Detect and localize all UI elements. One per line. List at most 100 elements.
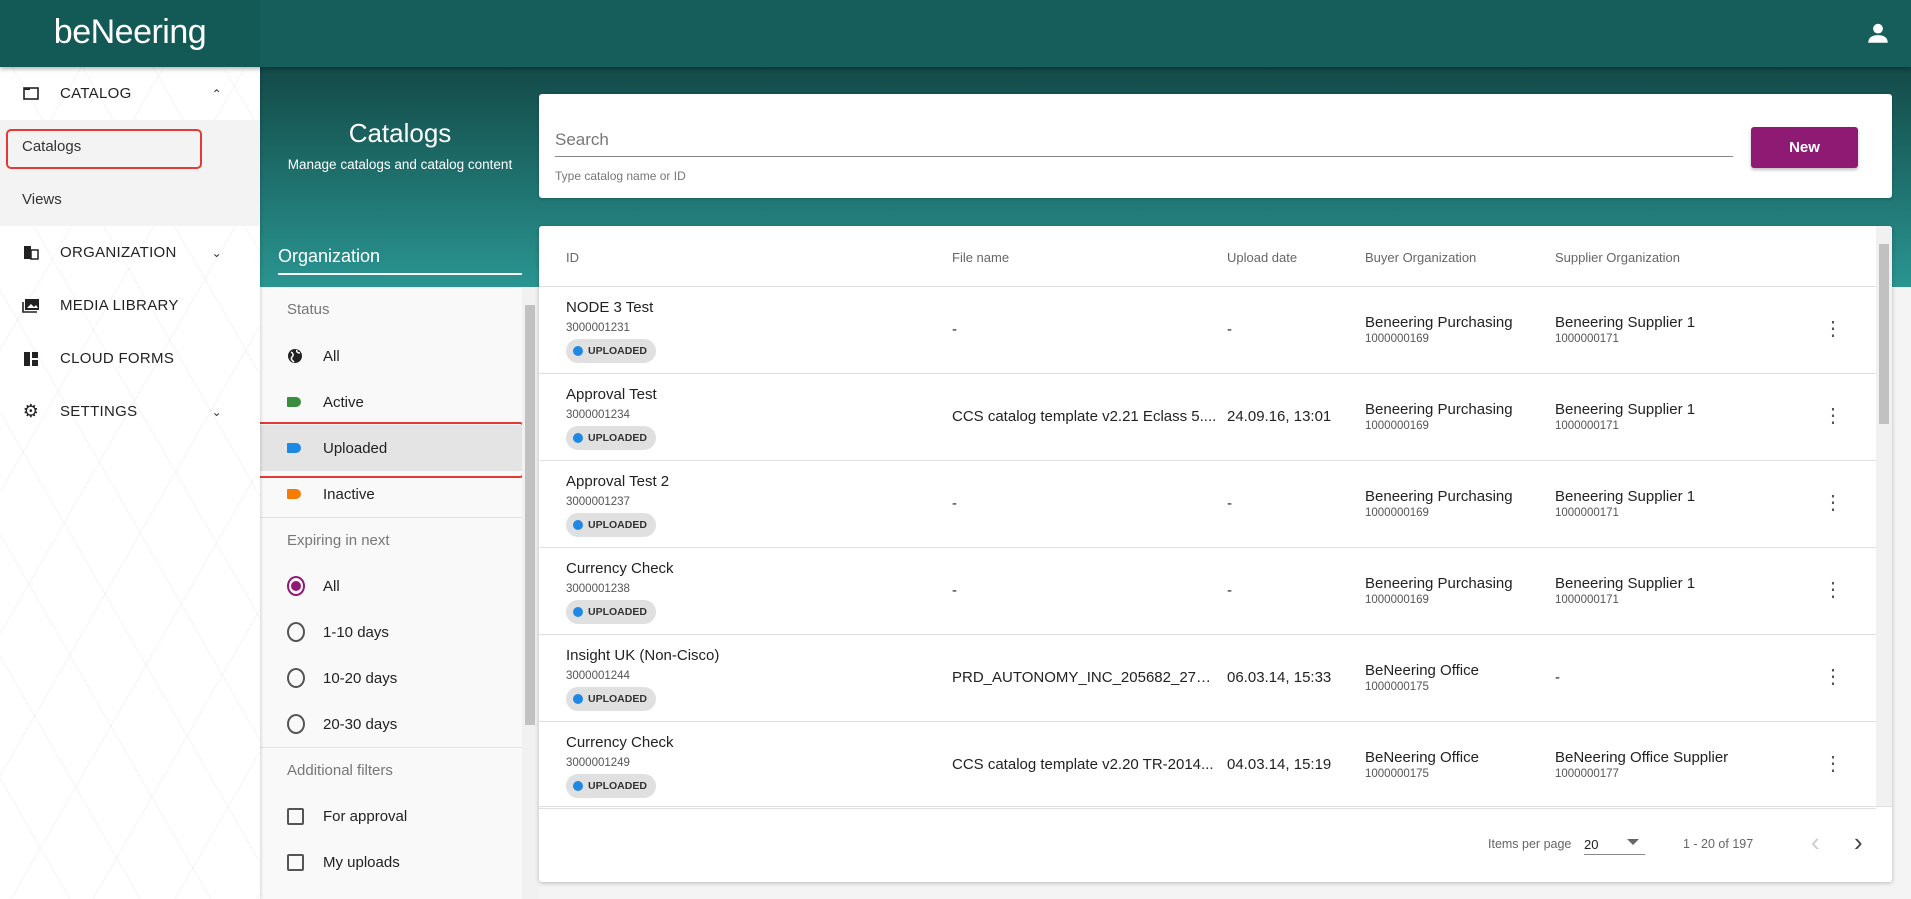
- status-filter-label: Active: [323, 393, 364, 411]
- more-options-icon[interactable]: ⋮: [1823, 666, 1843, 688]
- supplier-id: 1000000171: [1555, 594, 1619, 606]
- table-scrollbar[interactable]: [1876, 226, 1892, 806]
- status-filter-uploaded[interactable]: Uploaded: [260, 422, 522, 478]
- next-page-button[interactable]: ›: [1854, 827, 1863, 857]
- sidebar-item-label: CATALOG: [60, 85, 132, 102]
- table-row[interactable]: Approval Test 3000001234 UPLOADED CCS catal…: [539, 374, 1876, 461]
- upload-date: 04.03.14, 15:19: [1227, 756, 1332, 773]
- table-row[interactable]: Currency Check 3000001238 UPLOADED - - Beneer…: [539, 548, 1876, 635]
- user-account-icon[interactable]: [1865, 20, 1891, 46]
- expiring-radio-10-20[interactable]: 10-20 days: [260, 655, 522, 701]
- catalog-name[interactable]: NODE 3 Test: [566, 299, 654, 316]
- my-uploads-checkbox[interactable]: My uploads: [260, 839, 522, 885]
- expiring-radio-all[interactable]: All: [260, 563, 522, 609]
- new-catalog-button[interactable]: New: [1751, 127, 1858, 168]
- radio-checked-icon[interactable]: [287, 576, 305, 596]
- sidebar-item-catalogs[interactable]: Catalogs: [0, 120, 260, 173]
- catalog-id: 3000001234: [566, 409, 630, 421]
- buyer-id: 1000000169: [1365, 420, 1429, 432]
- sidebar-item-cloud-forms[interactable]: CLOUD FORMS: [0, 332, 260, 385]
- supplier-id: 1000000177: [1555, 768, 1619, 780]
- file-name: -: [952, 321, 957, 338]
- catalog-id: 3000001244: [566, 670, 630, 682]
- more-options-icon[interactable]: ⋮: [1823, 579, 1843, 601]
- sidebar-item-media-library[interactable]: MEDIA LIBRARY: [0, 279, 260, 332]
- checkbox-icon[interactable]: [287, 807, 304, 825]
- more-options-icon[interactable]: ⋮: [1823, 492, 1843, 514]
- expiring-radio-1-10[interactable]: 1-10 days: [260, 609, 522, 655]
- catalog-submenu: Catalogs Views: [0, 120, 260, 226]
- supplier-id: 1000000171: [1555, 507, 1619, 519]
- previous-page-button[interactable]: ‹: [1811, 827, 1820, 857]
- tag-icon: [287, 489, 301, 499]
- status-filter-active[interactable]: Active: [260, 379, 522, 425]
- radio-icon[interactable]: [287, 622, 305, 642]
- table-header: ID File name Upload date Buyer Organizat…: [539, 226, 1876, 287]
- buyer-name: BeNeering Office: [1365, 749, 1479, 766]
- status-badge: UPLOADED: [566, 774, 656, 798]
- status-filter-label: Inactive: [323, 485, 375, 503]
- column-header-buyer[interactable]: Buyer Organization: [1365, 250, 1477, 265]
- sidebar-item-organization[interactable]: ORGANIZATION ⌄: [0, 226, 260, 279]
- more-options-icon[interactable]: ⋮: [1823, 753, 1843, 775]
- sidebar-item-settings[interactable]: ⚙ SETTINGS ⌄: [0, 385, 260, 438]
- column-header-supplier[interactable]: Supplier Organization: [1555, 250, 1681, 265]
- dropdown-arrow-icon: [1627, 839, 1639, 845]
- radio-label: All: [323, 577, 340, 595]
- catalog-id: 3000001249: [566, 757, 630, 769]
- sidebar-item-label: SETTINGS: [60, 403, 138, 420]
- more-options-icon[interactable]: ⋮: [1823, 318, 1843, 340]
- supplier-organization: Beneering Supplier 1 1000000171: [1555, 488, 1695, 519]
- catalog-id: 3000001238: [566, 583, 630, 595]
- column-header-id[interactable]: ID: [566, 250, 579, 265]
- table-row[interactable]: Approval Test 2 3000001237 UPLOADED - - Benee…: [539, 461, 1876, 548]
- sidebar-item-views[interactable]: Views: [22, 191, 62, 208]
- items-per-page-label: Items per page: [1488, 837, 1572, 851]
- tag-icon: [287, 443, 301, 453]
- search-input[interactable]: [555, 130, 1733, 157]
- checkbox-icon[interactable]: [287, 853, 304, 871]
- buyer-organization: BeNeering Office 1000000175: [1365, 662, 1479, 693]
- scrollbar-thumb[interactable]: [1879, 244, 1889, 424]
- table-row[interactable]: NODE 3 Test 3000001231 UPLOADED - - Beneering…: [539, 287, 1876, 374]
- table-row[interactable]: Currency Check 3000001249 UPLOADED CCS cata…: [539, 722, 1876, 809]
- column-header-file-name[interactable]: File name: [952, 250, 1010, 265]
- catalog-name[interactable]: Currency Check: [566, 734, 674, 751]
- status-filter-inactive[interactable]: Inactive: [260, 471, 522, 517]
- status-filter-all[interactable]: All: [260, 333, 522, 379]
- tab-organization[interactable]: Organization: [278, 246, 522, 275]
- sidebar-item-catalog[interactable]: CATALOG ⌃: [0, 67, 260, 120]
- page-title: Catalogs: [348, 118, 452, 148]
- buyer-name: Beneering Purchasing: [1365, 401, 1513, 418]
- catalog-name[interactable]: Approval Test 2: [566, 473, 670, 490]
- more-options-icon[interactable]: ⋮: [1823, 405, 1843, 427]
- status-filter-header: Status: [287, 301, 330, 318]
- table-row[interactable]: Insight UK (Non-Cisco) 3000001244 UPLOADED…: [539, 635, 1876, 722]
- filter-scrollbar[interactable]: [522, 287, 538, 899]
- buyer-id: 1000000175: [1365, 768, 1429, 780]
- expiring-radio-20-30[interactable]: 20-30 days: [260, 701, 522, 747]
- supplier-name: BeNeering Office Supplier: [1555, 749, 1729, 766]
- items-per-page-select[interactable]: 20: [1584, 829, 1645, 855]
- dashboard-icon: [22, 350, 40, 368]
- beneering-logo[interactable]: beNeering: [0, 0, 260, 67]
- status-badge: UPLOADED: [566, 600, 656, 624]
- catalog-name[interactable]: Approval Test: [566, 386, 657, 403]
- top-bar: beNeering: [0, 0, 1911, 67]
- status-text: UPLOADED: [588, 780, 647, 792]
- catalog-id: 3000001231: [566, 322, 630, 334]
- catalog-name[interactable]: Currency Check: [566, 560, 674, 577]
- catalog-name[interactable]: Insight UK (Non-Cisco): [566, 647, 720, 664]
- status-text: UPLOADED: [588, 432, 647, 444]
- supplier-id: 1000000171: [1555, 333, 1619, 345]
- gear-icon: ⚙: [22, 401, 40, 421]
- scrollbar-thumb[interactable]: [525, 305, 535, 725]
- sidebar-item-label: MEDIA LIBRARY: [60, 297, 179, 314]
- for-approval-checkbox[interactable]: For approval: [260, 793, 522, 839]
- radio-icon[interactable]: [287, 714, 305, 734]
- expiring-filter-header: Expiring in next: [260, 517, 522, 563]
- column-header-upload-date[interactable]: Upload date: [1227, 250, 1298, 265]
- buyer-name: BeNeering Office: [1365, 662, 1479, 679]
- radio-icon[interactable]: [287, 668, 305, 688]
- search-card: Type catalog name or ID New: [539, 94, 1892, 198]
